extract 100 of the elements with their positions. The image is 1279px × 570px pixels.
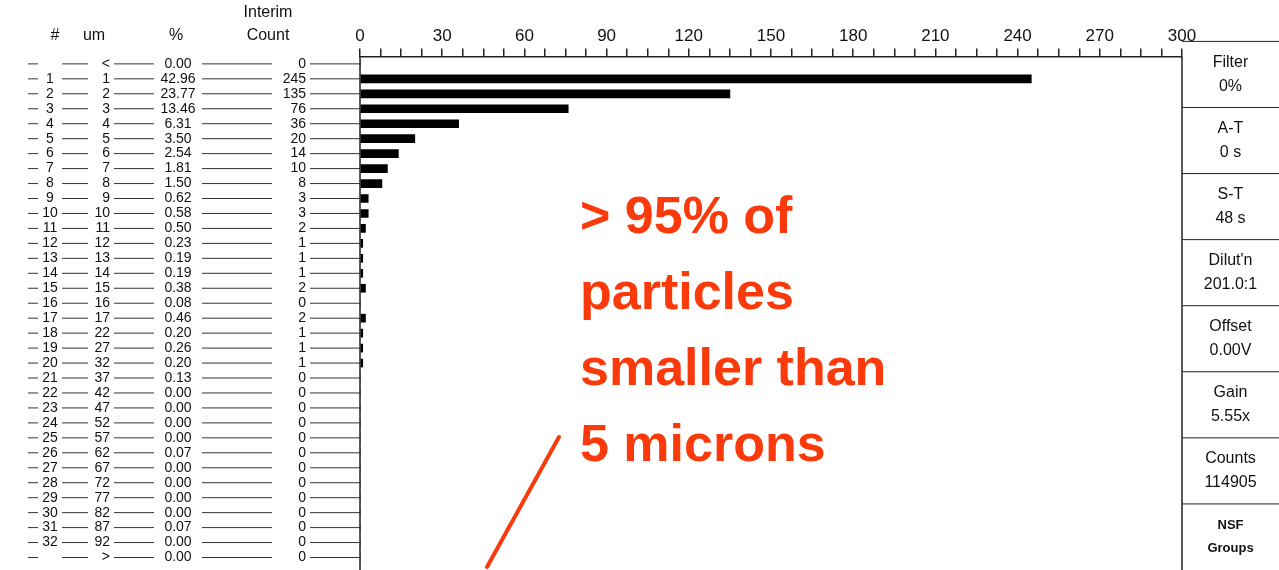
text: 31 <box>42 518 58 535</box>
y-tick-label: 17 <box>94 309 111 326</box>
text: 1 <box>46 69 55 86</box>
text: 5.55x <box>1210 407 1251 425</box>
text: Dilut'n <box>1208 251 1253 269</box>
text: 114905 <box>1204 473 1257 491</box>
text: 20 <box>42 353 58 370</box>
data-label: 2 <box>298 279 307 296</box>
text: Gain <box>1213 383 1248 401</box>
text: 18 <box>42 324 58 340</box>
data-label: 36 <box>290 114 307 131</box>
data-label: 10 <box>290 159 307 176</box>
data-label: 0 <box>298 503 307 520</box>
text: 0.19 <box>164 264 192 281</box>
text: 0.20 <box>164 324 192 340</box>
text: 23.77 <box>160 84 196 101</box>
annotation: > 95% of <box>580 186 794 244</box>
data-label: 0 <box>298 368 307 385</box>
y-axis-title: um <box>82 26 106 44</box>
text: Offset <box>1209 317 1253 335</box>
text: 32 <box>42 533 58 550</box>
text: 0.00 <box>164 473 192 490</box>
y-tick-label: 8 <box>102 174 111 191</box>
x2-tick-label: 240 <box>1003 25 1032 45</box>
data-label: 20 <box>290 129 307 146</box>
data-label: 2 <box>298 309 307 326</box>
text: 24 <box>42 413 58 430</box>
text: 0.00 <box>164 458 192 475</box>
data-label: 135 <box>282 84 307 101</box>
text: 201.0:1 <box>1203 274 1258 292</box>
text: 0.23 <box>164 234 192 251</box>
x2-tick-label: 0 <box>355 25 365 45</box>
text: 0.00V <box>1209 341 1252 359</box>
text: # <box>50 26 60 44</box>
data-label: 0 <box>298 413 307 430</box>
text: 13.46 <box>160 99 196 116</box>
text: 0.07 <box>164 518 192 535</box>
x2-tick-label: 180 <box>839 25 868 45</box>
text: 30 <box>42 503 58 520</box>
data-label: 0 <box>298 548 307 565</box>
text: 0.00 <box>164 428 192 445</box>
text: 0.00 <box>164 383 192 400</box>
y-tick-label: 14 <box>94 264 111 281</box>
text: 17 <box>42 309 58 326</box>
text: 8 <box>46 174 55 191</box>
data-label: 0 <box>298 54 307 71</box>
y-tick-label: 1 <box>102 69 111 86</box>
y-tick-label: 87 <box>94 518 111 535</box>
data-label: 3 <box>298 204 307 221</box>
y-tick-label: 13 <box>94 249 111 266</box>
data-label: 1 <box>298 234 307 251</box>
data-label: 0 <box>298 398 307 415</box>
y-tick-label: 62 <box>94 443 111 460</box>
text: 6 <box>46 144 55 161</box>
text: 0.62 <box>164 189 192 206</box>
y-tick-label: 7 <box>102 159 111 176</box>
y-tick-label: 3 <box>102 99 111 116</box>
text: 0.07 <box>164 443 192 460</box>
text: 28 <box>42 473 58 490</box>
text: 0.00 <box>164 413 192 430</box>
text: 0.08 <box>164 294 192 311</box>
text: 3.50 <box>164 129 192 146</box>
text: 21 <box>42 368 58 385</box>
text: Counts <box>1205 449 1256 467</box>
text: 0.13 <box>164 368 192 385</box>
text: 14 <box>42 264 58 281</box>
text: 0.58 <box>164 204 192 221</box>
data-label: 245 <box>282 69 307 86</box>
text: 0.50 <box>164 219 192 236</box>
text: Count <box>246 26 290 44</box>
text: 7 <box>46 159 55 176</box>
text: 0.46 <box>164 309 192 326</box>
data-label: 0 <box>298 533 307 550</box>
text: Groups <box>1207 540 1254 556</box>
text: 29 <box>42 488 58 505</box>
text: 0.38 <box>164 279 192 296</box>
y-tick-label: 32 <box>94 353 111 370</box>
text: 12 <box>42 234 58 251</box>
text: S-T <box>1217 185 1244 203</box>
text: NSF <box>1217 516 1244 532</box>
text: 0% <box>1218 76 1243 94</box>
text: 1.50 <box>164 174 192 191</box>
text: 42.96 <box>160 69 196 86</box>
data-label: 1 <box>298 264 307 281</box>
data-label: 0 <box>298 428 307 445</box>
x2-tick-label: 270 <box>1085 25 1114 45</box>
y-tick-label: 10 <box>94 204 111 221</box>
text: 0.00 <box>164 54 192 71</box>
text: 0.00 <box>164 548 192 565</box>
text: 1.81 <box>164 159 192 176</box>
x2-tick-label: 30 <box>432 25 452 45</box>
data-label: 14 <box>290 144 307 161</box>
y-tick-label: 15 <box>94 279 111 296</box>
text: 26 <box>42 443 58 460</box>
text: 15 <box>42 279 58 296</box>
y-tick-label: 27 <box>94 338 111 355</box>
y-tick-label: 47 <box>94 398 111 415</box>
text: 4 <box>46 114 55 131</box>
text: Interim <box>243 3 293 21</box>
text: 2.54 <box>164 144 192 161</box>
